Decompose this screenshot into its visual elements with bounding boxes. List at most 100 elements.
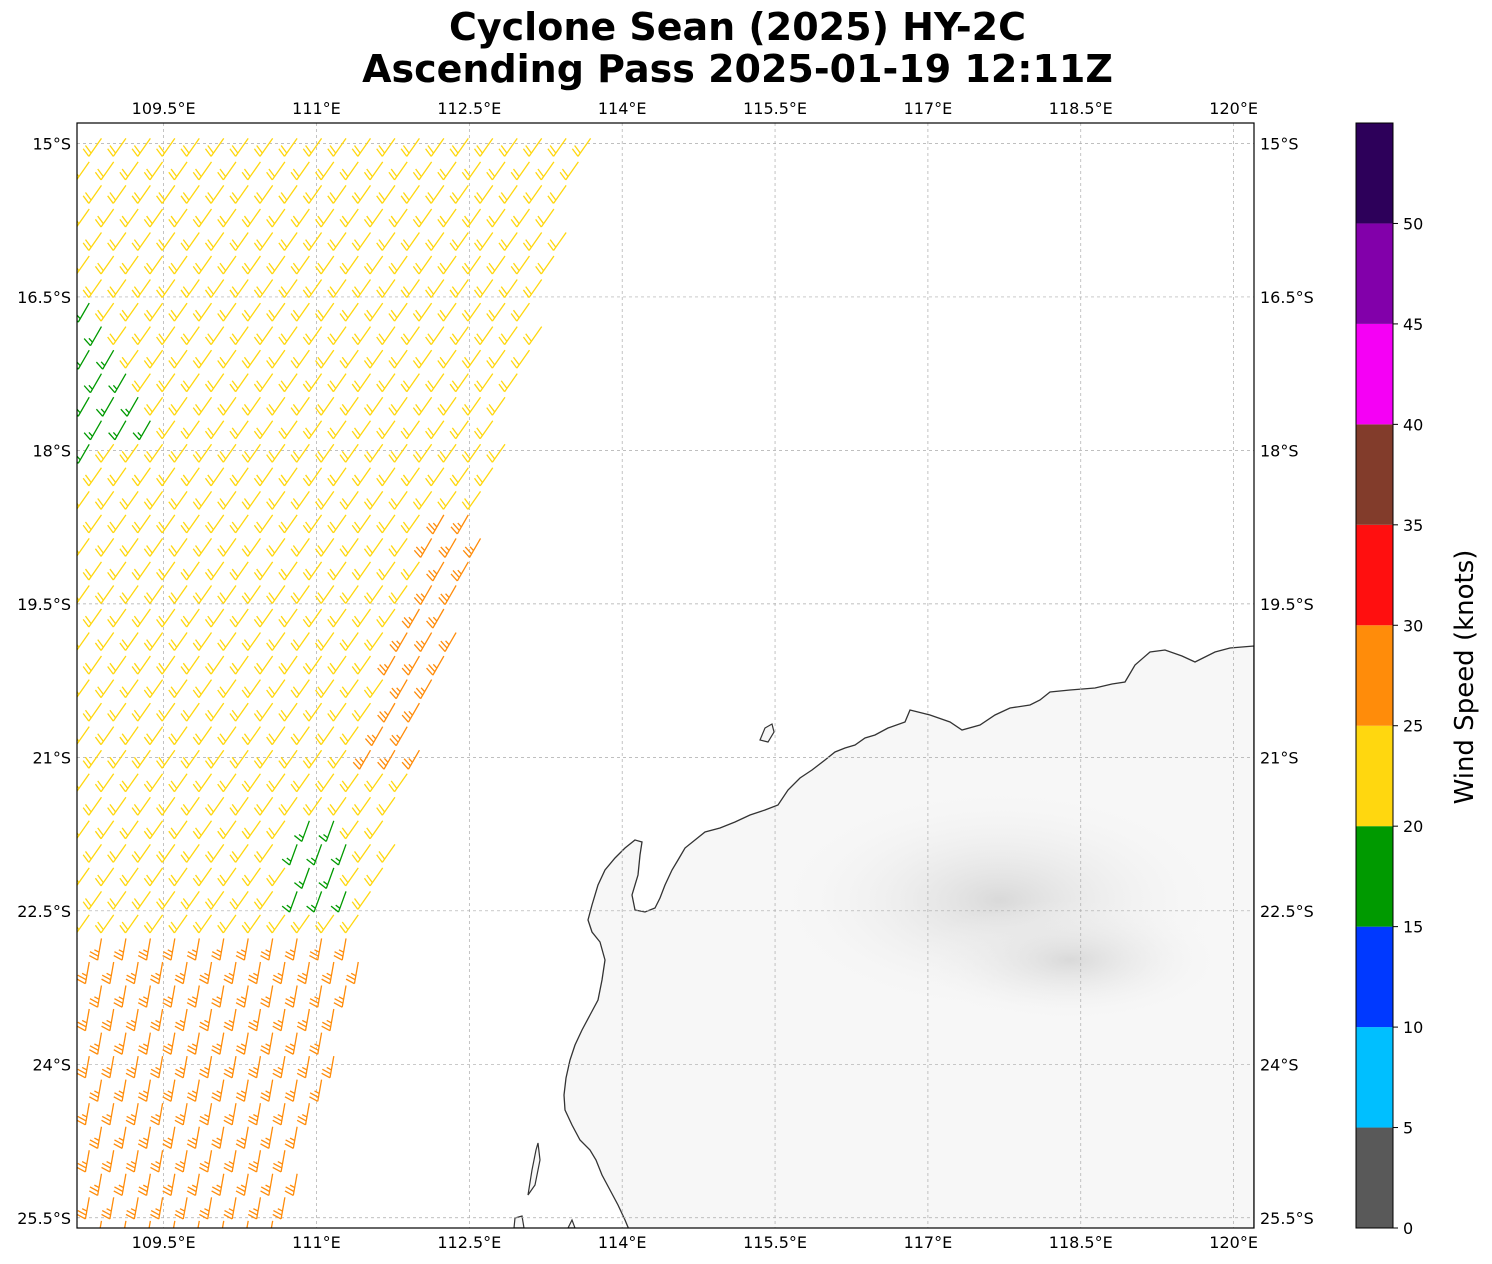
barb-staff bbox=[149, 585, 164, 604]
barb-staff bbox=[259, 796, 274, 816]
barb-full-flag bbox=[378, 851, 386, 860]
wind-barb bbox=[327, 467, 347, 487]
barb-staff bbox=[222, 255, 237, 275]
barb-full-flag bbox=[268, 545, 276, 554]
barb-full-flag bbox=[143, 595, 151, 604]
barb-full-flag bbox=[297, 1021, 307, 1028]
barb-full-flag bbox=[217, 689, 224, 699]
barb-half-flag bbox=[371, 734, 377, 740]
barb-full-flag bbox=[256, 239, 263, 248]
barb-full-flag bbox=[339, 548, 347, 557]
barb-full-flag bbox=[174, 1166, 184, 1173]
barb-full-flag bbox=[366, 545, 373, 554]
barb-full-flag bbox=[292, 168, 300, 178]
barb-full-flag bbox=[451, 333, 459, 342]
barb-half-flag bbox=[432, 616, 438, 622]
barb-full-flag bbox=[256, 521, 263, 530]
wind-barb bbox=[186, 1126, 200, 1149]
barb-full-flag bbox=[329, 662, 337, 672]
barb-full-flag bbox=[217, 313, 224, 322]
barb-staff bbox=[112, 702, 127, 722]
wind-barb bbox=[247, 1008, 262, 1032]
barb-full-flag bbox=[400, 571, 408, 581]
barb-full-flag bbox=[476, 333, 483, 342]
barb-staff bbox=[255, 1197, 262, 1220]
barb-full-flag bbox=[243, 356, 251, 366]
wind-barb bbox=[241, 490, 261, 510]
wind-barb bbox=[461, 349, 482, 369]
barb-full-flag bbox=[84, 756, 92, 766]
barb-full-flag bbox=[168, 454, 175, 463]
barb-full-flag bbox=[260, 1002, 270, 1008]
lon-tick-label-top: 118.5°E bbox=[1049, 99, 1113, 118]
barb-full-flag bbox=[402, 427, 410, 436]
barb-half-flag bbox=[253, 1208, 259, 1212]
barb-full-flag bbox=[158, 615, 166, 625]
barb-full-flag bbox=[150, 978, 160, 985]
barb-staff bbox=[332, 702, 347, 722]
barb-full-flag bbox=[174, 1213, 184, 1220]
barb-full-flag bbox=[146, 686, 153, 695]
barb-full-flag bbox=[131, 571, 139, 581]
barb-half-flag bbox=[118, 996, 124, 1000]
barb-full-flag bbox=[290, 171, 298, 181]
barb-staff bbox=[145, 1079, 152, 1102]
barb-half-flag bbox=[70, 997, 75, 999]
barb-staff bbox=[112, 326, 127, 346]
barb-full-flag bbox=[121, 592, 129, 601]
barb-staff bbox=[394, 349, 408, 369]
lat-tick-label-right: 22.5°S bbox=[1260, 902, 1314, 921]
wind-barb bbox=[223, 1103, 237, 1126]
barb-full-flag bbox=[204, 619, 212, 628]
barb-half-flag bbox=[396, 687, 401, 693]
wind-barb bbox=[389, 679, 408, 700]
barb-full-flag bbox=[339, 924, 347, 934]
barb-full-flag bbox=[211, 1049, 221, 1055]
barb-full-flag bbox=[57, 243, 66, 251]
barb-staff bbox=[430, 137, 445, 157]
barb-full-flag bbox=[547, 242, 555, 251]
barb-full-flag bbox=[302, 619, 310, 628]
wind-barb bbox=[168, 914, 188, 934]
barb-staff bbox=[88, 796, 102, 816]
barb-half-flag bbox=[155, 1019, 161, 1024]
barb-full-flag bbox=[425, 195, 432, 204]
barb-full-flag bbox=[143, 548, 151, 557]
barb-full-flag bbox=[302, 195, 310, 204]
wind-barb bbox=[302, 749, 323, 769]
wind-barb bbox=[449, 373, 469, 393]
barb-staff bbox=[186, 232, 200, 251]
barb-staff bbox=[332, 326, 347, 346]
barb-full-flag bbox=[415, 168, 422, 178]
barb-full-flag bbox=[101, 1068, 111, 1075]
wind-barb bbox=[77, 326, 78, 346]
barb-full-flag bbox=[192, 266, 200, 275]
wind-barb bbox=[77, 1197, 90, 1220]
barb-half-flag bbox=[228, 972, 234, 977]
barb-full-flag bbox=[292, 215, 300, 225]
barb-staff bbox=[137, 279, 151, 298]
barb-full-flag bbox=[327, 242, 334, 251]
barb-full-flag bbox=[231, 286, 239, 295]
wind-barb bbox=[131, 326, 151, 346]
wind-barb bbox=[217, 632, 237, 651]
barb-full-flag bbox=[317, 262, 324, 272]
barb-full-flag bbox=[402, 145, 410, 154]
wind-barb bbox=[266, 632, 286, 651]
barb-staff bbox=[271, 726, 286, 746]
barb-staff bbox=[124, 255, 139, 275]
wind-barb bbox=[82, 891, 102, 910]
wind-barb bbox=[119, 914, 139, 934]
wind-barb bbox=[278, 326, 298, 346]
barb-full-flag bbox=[204, 901, 212, 910]
barb-full-flag bbox=[401, 620, 409, 629]
barb-full-flag bbox=[268, 733, 276, 742]
wind-barb bbox=[119, 679, 139, 699]
barb-full-flag bbox=[119, 783, 127, 793]
barb-staff bbox=[109, 1150, 115, 1173]
barb-full-flag bbox=[278, 477, 286, 487]
barb-full-flag bbox=[199, 1025, 209, 1032]
barb-full-flag bbox=[290, 736, 298, 746]
wind-barb bbox=[235, 1126, 249, 1149]
barb-full-flag bbox=[302, 430, 310, 440]
